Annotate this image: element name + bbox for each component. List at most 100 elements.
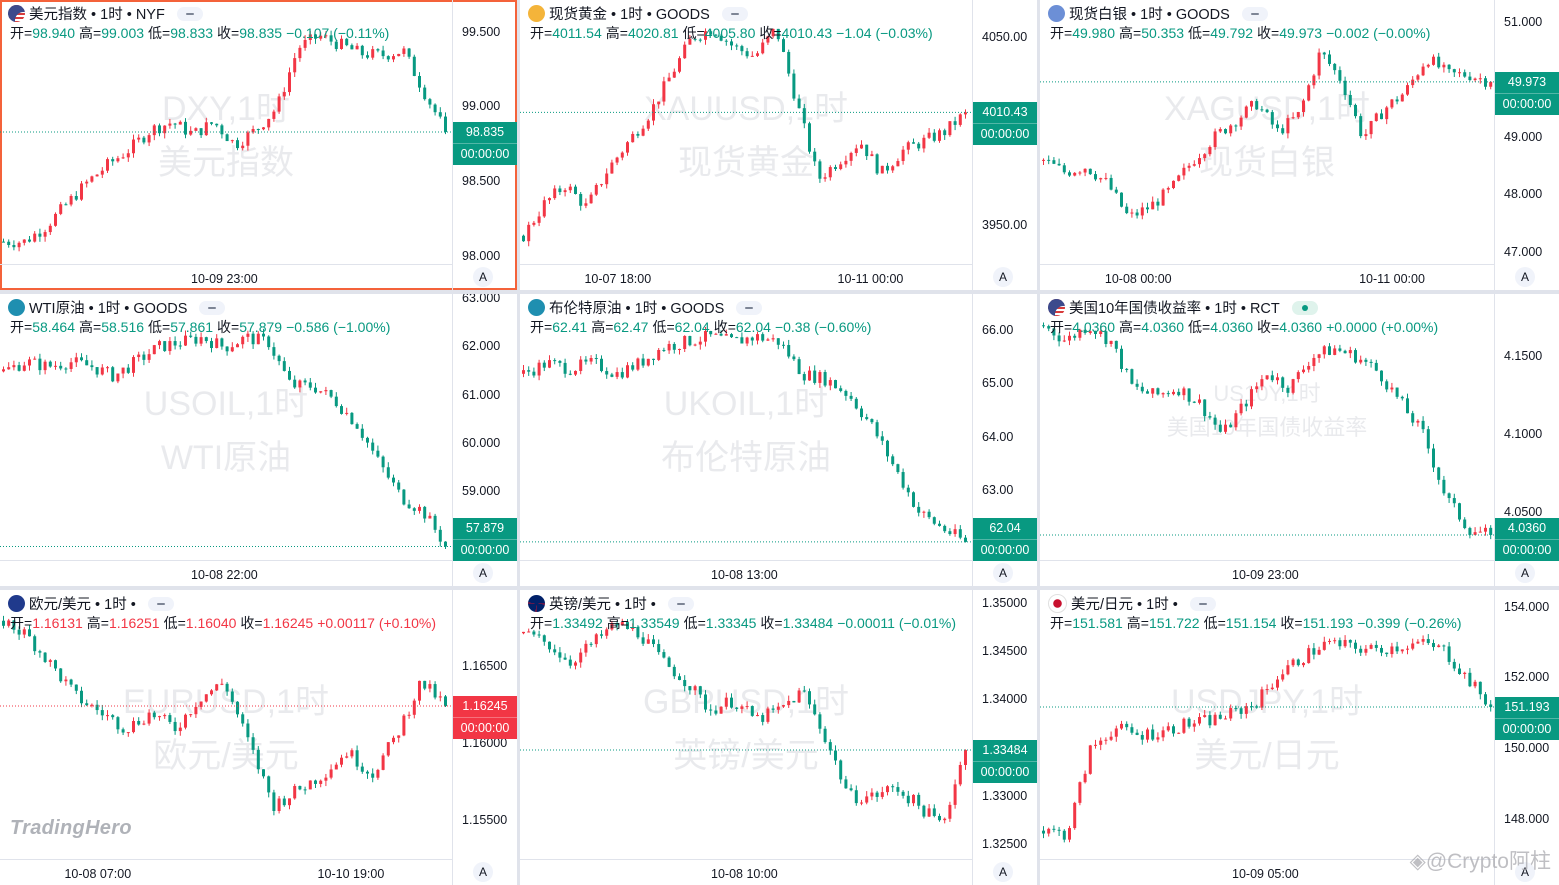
chart-header[interactable]: 现货黄金 • 1时 • GOODS — [528, 3, 748, 24]
chart-title[interactable]: 欧元/美元 • 1时 • — [29, 597, 136, 613]
candle-body — [854, 398, 858, 409]
candle-body — [423, 680, 427, 689]
time-axis[interactable] — [1040, 264, 1494, 290]
auto-scale-button[interactable]: A — [473, 267, 493, 287]
candle-body — [813, 151, 817, 162]
chart-header[interactable]: 美元指数 • 1时 • NYF — [8, 3, 203, 24]
candle-body — [1135, 383, 1139, 387]
chart-panel[interactable]: XAGUSD,1时 现货白银 现货白银 • 1时 • GOODS 开=49.980 高=… — [1040, 0, 1559, 290]
auto-scale-button[interactable]: A — [993, 862, 1013, 882]
chart-panel[interactable]: USOIL,1时 WTI原油 WTI原油 • 1时 • GOODS 开=58.464 高… — [0, 294, 517, 586]
hide-icon[interactable] — [176, 6, 203, 21]
time-axis[interactable] — [1040, 560, 1494, 586]
chart-header[interactable]: WTI原油 • 1时 • GOODS — [8, 297, 226, 318]
candle-body — [844, 779, 848, 789]
candle-body — [1094, 744, 1097, 746]
candle-body — [522, 370, 525, 374]
candle-body — [142, 137, 146, 143]
candle-body — [126, 367, 130, 373]
price-axis[interactable] — [1494, 294, 1559, 586]
chart-header[interactable]: 欧元/美元 • 1时 • — [8, 593, 174, 614]
candle-plot[interactable] — [520, 590, 972, 859]
chart-panel[interactable]: GBPUSD,1时 英镑/美元 英镑/美元 • 1时 • 开=1.33492 高=1.3… — [520, 590, 1037, 885]
time-axis[interactable] — [0, 859, 452, 885]
auto-scale-button[interactable]: A — [473, 563, 493, 583]
candle-plot[interactable] — [0, 0, 452, 264]
candle-body — [1052, 328, 1056, 336]
chart-panel[interactable]: USDJPY,1时 美元/日元 美元/日元 • 1时 • 开=151.581 高=151… — [1040, 590, 1559, 885]
time-axis[interactable] — [520, 560, 972, 586]
chart-title[interactable]: 现货黄金 • 1时 • GOODS — [549, 7, 710, 23]
chart-panel[interactable]: US10Y,1时 美国10年国债收益率 美国10年国债收益率 • 1时 • RCT 开… — [1040, 294, 1559, 586]
candle-plot[interactable] — [520, 294, 972, 560]
candle-body — [194, 128, 198, 131]
hide-icon[interactable] — [147, 596, 174, 611]
chart-panel[interactable]: DXY,1时 美元指数 美元指数 • 1时 • NYF 开=98.940 高=99.00… — [0, 0, 517, 290]
chart-title[interactable]: 美国10年国债收益率 • 1时 • RCT — [1069, 301, 1280, 317]
candle-plot[interactable] — [0, 294, 452, 560]
chart-header[interactable]: 现货白银 • 1时 • GOODS — [1048, 3, 1268, 24]
candle-body — [880, 436, 884, 441]
time-axis[interactable] — [520, 264, 972, 290]
price-axis[interactable] — [1494, 0, 1559, 290]
candle-body — [1114, 340, 1118, 349]
market-open-icon[interactable] — [1291, 300, 1318, 315]
auto-scale-button[interactable]: A — [993, 267, 1013, 287]
auto-scale-button[interactable]: A — [1515, 563, 1535, 583]
candle-body — [761, 42, 765, 54]
time-axis[interactable] — [520, 859, 972, 885]
candle-plot[interactable] — [1040, 0, 1494, 264]
hide-icon[interactable] — [721, 6, 748, 21]
candle-body — [927, 132, 931, 138]
hide-icon[interactable] — [667, 596, 694, 611]
chart-title[interactable]: 布伦特原油 • 1时 • GOODS — [549, 301, 725, 317]
candle-body — [563, 190, 567, 193]
candle-body — [558, 360, 562, 363]
auto-scale-button[interactable]: A — [993, 563, 1013, 583]
hide-icon[interactable] — [199, 300, 226, 315]
auto-scale-button[interactable]: A — [1515, 267, 1535, 287]
chart-title[interactable]: 美元/日元 • 1时 • — [1071, 597, 1178, 613]
chart-title[interactable]: WTI原油 • 1时 • GOODS — [29, 301, 188, 317]
auto-scale-button[interactable]: A — [473, 862, 493, 882]
hide-icon[interactable] — [1189, 596, 1216, 611]
auto-scale-button[interactable]: A — [1515, 862, 1535, 882]
candle-body — [267, 118, 271, 128]
ohlc-change: −0.399 (−0.26%) — [1357, 615, 1462, 631]
time-axis[interactable] — [0, 264, 452, 290]
chart-header[interactable]: 布伦特原油 • 1时 • GOODS — [528, 297, 763, 318]
candle-plot[interactable] — [0, 590, 452, 859]
price-axis[interactable] — [452, 0, 517, 290]
candle-body — [1473, 532, 1477, 535]
chart-panel[interactable]: XAUUSD,1时 现货黄金 现货黄金 • 1时 • GOODS 开=4011.54 高… — [520, 0, 1037, 290]
candle-plot[interactable] — [1040, 590, 1494, 859]
chart-title[interactable]: 现货白银 • 1时 • GOODS — [1069, 7, 1230, 23]
price-axis[interactable] — [972, 0, 1037, 290]
time-axis[interactable] — [0, 560, 452, 586]
time-axis[interactable] — [1040, 859, 1494, 885]
chart-header[interactable]: 英镑/美元 • 1时 • — [528, 593, 694, 614]
price-axis[interactable] — [972, 294, 1037, 586]
candle-body — [1130, 212, 1134, 214]
price-axis[interactable] — [452, 294, 517, 586]
chart-header[interactable]: 美国10年国债收益率 • 1时 • RCT — [1048, 297, 1318, 318]
candle-plot[interactable] — [1040, 294, 1494, 560]
hide-icon[interactable] — [1241, 6, 1268, 21]
chart-panel[interactable]: EURUSD,1时 欧元/美元 欧元/美元 • 1时 • 开=1.16131 高=1.1… — [0, 590, 517, 885]
symbol-flag-icon — [8, 5, 25, 22]
price-axis[interactable] — [1494, 590, 1559, 885]
chart-header[interactable]: 美元/日元 • 1时 • — [1048, 593, 1216, 614]
chart-panel[interactable]: UKOIL,1时 布伦特原油 布伦特原油 • 1时 • GOODS 开=62.41 高=… — [520, 294, 1037, 586]
candle-body — [158, 341, 161, 346]
hide-icon[interactable] — [736, 300, 763, 315]
candle-body — [1120, 348, 1123, 369]
chart-title[interactable]: 美元指数 • 1时 • NYF — [29, 7, 165, 23]
candle-plot[interactable] — [520, 0, 972, 264]
candle-body — [376, 769, 380, 778]
chart-title[interactable]: 英镑/美元 • 1时 • — [549, 597, 656, 613]
candle-body — [828, 742, 832, 751]
ohlc-change: +0.00117 (+0.10%) — [317, 615, 437, 631]
price-axis[interactable] — [972, 590, 1037, 885]
price-axis[interactable] — [452, 590, 517, 885]
candle-body — [1400, 649, 1404, 652]
